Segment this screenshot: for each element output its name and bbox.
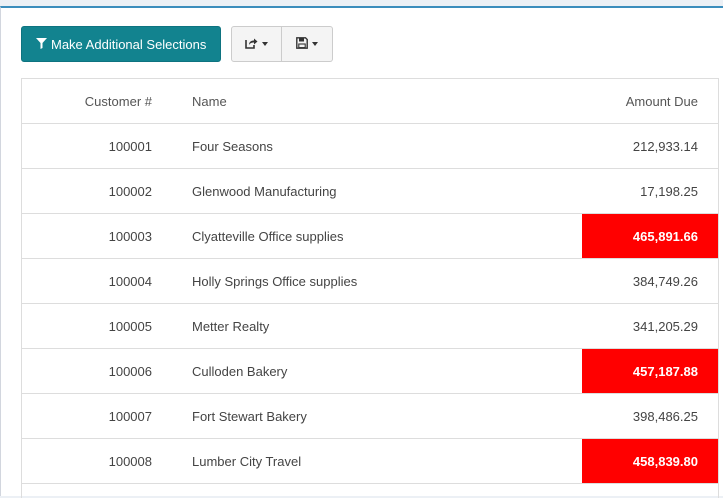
customer-number-cell: 100003 (108, 228, 152, 244)
customer-name-cell: Glenwood Manufacturing (192, 183, 337, 199)
customer-name-cell: Lumber City Travel (192, 453, 302, 469)
table-row[interactable]: 100004 Holly Springs Office supplies 384,7… (22, 259, 718, 304)
column-header-name[interactable]: Name (192, 93, 227, 109)
customer-number-cell: 100008 (108, 453, 152, 469)
customer-number-cell: 100001 (108, 138, 152, 154)
amount-due-cell: 465,891.66 (582, 213, 718, 259)
amount-due-cell: 398,486.25 (632, 408, 698, 424)
save-icon (296, 36, 309, 52)
table-row[interactable]: 100003 Clyatteville Office supplies 465,89… (22, 213, 718, 259)
amount-due-cell: 17,198.25 (640, 183, 698, 199)
share-icon (245, 37, 258, 52)
customer-number-cell: 100006 (108, 363, 152, 379)
customer-name-cell: Fort Stewart Bakery (192, 408, 307, 424)
table-row[interactable]: 100005 Metter Realty 341,205.29 (22, 304, 718, 349)
make-additional-selections-button[interactable]: Make Additional Selections (21, 26, 222, 62)
customer-number-cell: 100004 (108, 273, 152, 289)
share-dropdown-button[interactable] (231, 26, 283, 62)
export-button-group (231, 26, 334, 62)
customer-table: Customer # Name Amount Due 100001 Four Se… (21, 78, 719, 498)
column-header-amount-due[interactable]: Amount Due (625, 93, 698, 109)
save-dropdown-button[interactable] (282, 26, 334, 62)
amount-due-cell: 212,933.14 (632, 138, 698, 154)
table-row[interactable]: 100002 Glenwood Manufacturing 17,198.25 (22, 169, 718, 214)
make-additional-selections-label: Make Additional Selections (51, 36, 207, 52)
amount-due-cell: 341,205.29 (632, 318, 698, 334)
table-row[interactable]: 100008 Lumber City Travel 458,839.80 (22, 438, 718, 484)
amount-due-cell: 384,749.26 (632, 273, 698, 289)
table-body: 100001 Four Seasons 212,933.14 100002 Glenwo… (22, 124, 718, 484)
filter-icon (36, 37, 47, 52)
customer-name-cell: Culloden Bakery (192, 363, 288, 379)
table-row[interactable]: 100001 Four Seasons 212,933.14 (22, 124, 718, 169)
amount-due-cell: 458,839.80 (582, 438, 718, 484)
table-row[interactable]: 100007 Fort Stewart Bakery 398,486.25 (22, 394, 718, 439)
customer-number-cell: 100007 (108, 408, 152, 424)
customer-name-cell: Four Seasons (192, 138, 273, 154)
customer-number-cell: 100002 (108, 183, 152, 199)
customer-name-cell: Clyatteville Office supplies (192, 228, 344, 244)
customer-name-cell: Holly Springs Office supplies (192, 273, 358, 289)
table-row[interactable]: 100006 Culloden Bakery 457,187.88 (22, 348, 718, 394)
amount-due-cell: 457,187.88 (582, 348, 718, 394)
toolbar: Make Additional Selections (21, 26, 334, 62)
chevron-down-icon (262, 42, 269, 46)
table-header-row: Customer # Name Amount Due (22, 79, 718, 124)
customer-number-cell: 100005 (108, 318, 152, 334)
chevron-down-icon (312, 42, 319, 46)
column-header-customer[interactable]: Customer # (84, 93, 152, 109)
report-panel: Make Additional Selections (0, 6, 723, 498)
customer-name-cell: Metter Realty (192, 318, 270, 334)
